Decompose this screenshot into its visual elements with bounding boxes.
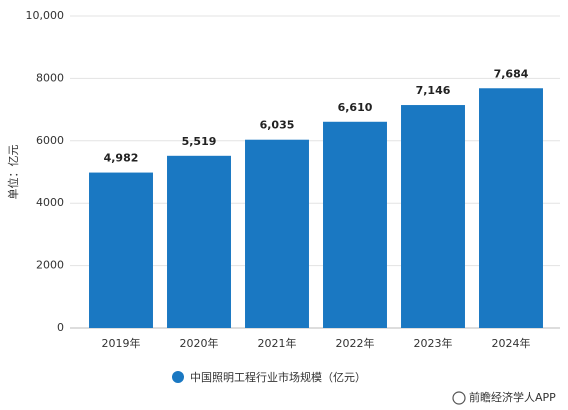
source-icon xyxy=(452,391,466,405)
x-tick-label: 2019年 xyxy=(102,336,141,350)
source: 前瞻经济学人APP xyxy=(469,390,556,404)
legend-swatch xyxy=(172,371,184,383)
bar xyxy=(401,105,465,328)
x-tick-label: 2023年 xyxy=(414,336,453,350)
y-tick-label: 10,000 xyxy=(26,9,65,22)
value-label: 4,982 xyxy=(104,152,139,165)
bar xyxy=(167,155,231,328)
y-tick-label: 2000 xyxy=(36,259,64,272)
value-label: 6,035 xyxy=(260,119,295,132)
value-label: 7,146 xyxy=(416,84,451,97)
y-tick-label: 4000 xyxy=(36,196,64,209)
y-tick-label: 6000 xyxy=(36,134,64,147)
bar xyxy=(323,121,387,328)
x-tick-label: 2024年 xyxy=(492,336,531,350)
value-label: 6,610 xyxy=(338,101,373,114)
x-tick-label: 2021年 xyxy=(258,336,297,350)
bar xyxy=(479,88,543,328)
bar xyxy=(245,139,309,328)
legend-label: 中国照明工程行业市场规模（亿元） xyxy=(190,370,366,384)
y-tick-label: 8000 xyxy=(36,71,64,84)
x-tick-label: 2022年 xyxy=(336,336,375,350)
value-label: 7,684 xyxy=(494,67,529,80)
value-label: 5,519 xyxy=(182,135,217,148)
y-tick-label: 0 xyxy=(57,321,64,334)
bar xyxy=(89,172,153,328)
x-tick-label: 2020年 xyxy=(180,336,219,350)
y-axis-label: 单位：亿元 xyxy=(6,145,20,200)
